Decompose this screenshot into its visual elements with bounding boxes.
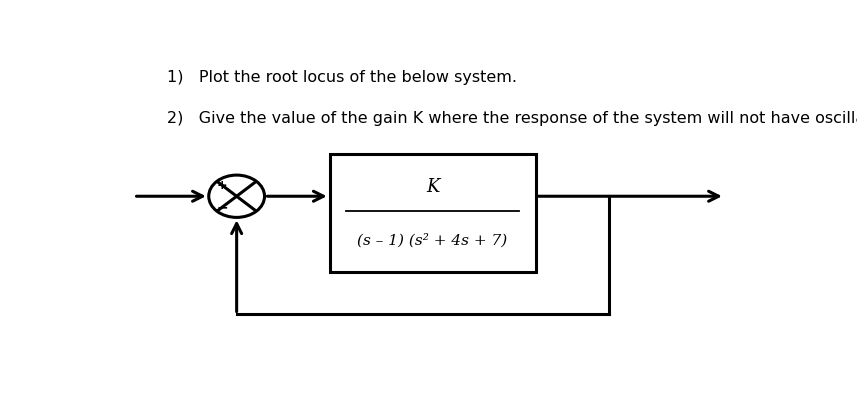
- Text: +: +: [217, 179, 227, 192]
- Text: 1)   Plot the root locus of the below system.: 1) Plot the root locus of the below syst…: [167, 70, 517, 85]
- Text: (s – 1) (s² + 4s + 7): (s – 1) (s² + 4s + 7): [357, 234, 507, 248]
- Text: 2)   Give the value of the gain K where the response of the system will not have: 2) Give the value of the gain K where th…: [167, 111, 857, 126]
- Text: K: K: [426, 178, 440, 196]
- Text: −: −: [216, 200, 228, 214]
- FancyBboxPatch shape: [330, 154, 536, 272]
